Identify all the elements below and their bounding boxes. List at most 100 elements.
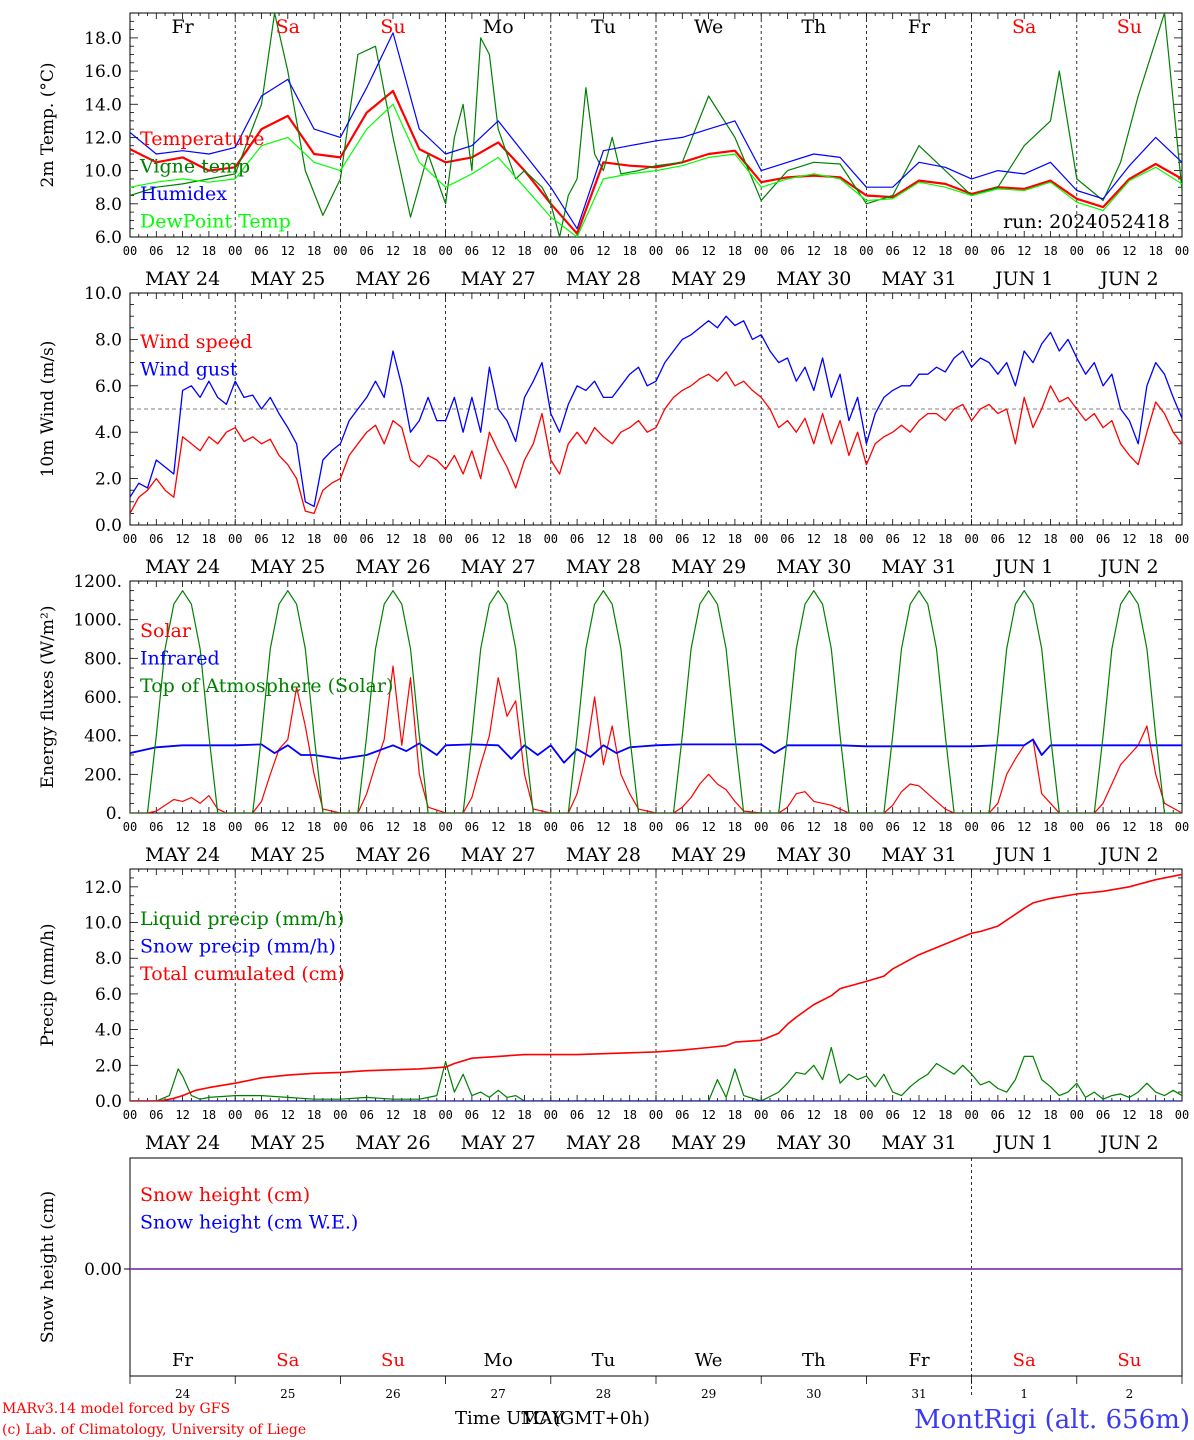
date-label: MAY 29 <box>671 268 746 290</box>
x-tick-label: 12 <box>1122 820 1136 834</box>
date-label: JUN 2 <box>1098 844 1158 866</box>
x-axis-month: MAY <box>521 1408 565 1429</box>
x-tick-label: 00 <box>228 1108 242 1122</box>
x-tick-label: 06 <box>885 1108 899 1122</box>
y-tick-label: 4.0 <box>95 423 122 443</box>
x-tick-label: 06 <box>1096 1108 1110 1122</box>
y-tick-label: 6.0 <box>95 228 122 248</box>
x-tick-label: 00 <box>438 1108 452 1122</box>
legend-entry: Snow height (cm) <box>140 1184 310 1206</box>
x-tick-label: 12 <box>1122 244 1136 258</box>
date-label: JUN 1 <box>993 268 1053 290</box>
x-tick-label: 12 <box>807 244 821 258</box>
series-line-total-cumulated-cm <box>130 873 1182 1101</box>
series-line-top-of-atmosphere-solar <box>130 590 1182 813</box>
x-tick-label: 00 <box>964 1108 978 1122</box>
series-line-wind-speed <box>130 371 1182 515</box>
x-tick-label: 12 <box>701 1108 715 1122</box>
x-tick-label: 18 <box>1148 1108 1162 1122</box>
y-tick-label: 200. <box>84 765 122 785</box>
date-label: MAY 25 <box>250 556 325 578</box>
x-tick-label: 18 <box>1043 1108 1057 1122</box>
date-label: MAY 29 <box>671 1132 746 1154</box>
x-tick-label: 12 <box>912 1108 926 1122</box>
x-tick-label: 06 <box>780 532 794 546</box>
x-tick-label: 18 <box>517 1108 531 1122</box>
date-label: MAY 25 <box>250 844 325 866</box>
x-tick-label: 18 <box>1148 532 1162 546</box>
y-tick-label: 1000. <box>73 611 122 631</box>
x-tick-label: 18 <box>517 244 531 258</box>
panel-3: 00 06 12 18 00 06 12 18 00 06 12 18 00 06 12 18 00 06 12 18… <box>38 572 1189 866</box>
y-tick-label: 14.0 <box>84 95 122 115</box>
x-tick-label: 00 <box>754 1108 768 1122</box>
date-label: MAY 28 <box>566 844 641 866</box>
date-label: JUN 2 <box>1098 556 1158 578</box>
date-label: JUN 2 <box>1098 268 1158 290</box>
bottom-day-label: Su <box>1117 1350 1141 1371</box>
date-label: JUN 2 <box>1098 1132 1158 1154</box>
legend-entry: Snow precip (mm/h) <box>140 936 336 958</box>
legend-entry: DewPoint Temp <box>140 211 291 233</box>
series-line-temperature <box>130 89 1182 235</box>
x-tick-label: 06 <box>254 532 268 546</box>
y-tick-label: 1200. <box>73 572 122 592</box>
series-group <box>130 13 1182 237</box>
x-tick-label: 00 <box>544 532 558 546</box>
x-tick-label: 18 <box>517 532 531 546</box>
y-axis-label: Energy fluxes (W/m²) <box>38 606 58 789</box>
y-tick-label: 12.0 <box>84 128 122 148</box>
bottom-date-number: 27 <box>491 1387 506 1401</box>
x-tick-label: 00 <box>754 532 768 546</box>
x-tick-label: 06 <box>254 820 268 834</box>
x-tick-label: 12 <box>596 820 610 834</box>
date-label: MAY 30 <box>776 556 851 578</box>
date-label: MAY 29 <box>671 844 746 866</box>
bottom-date-number: 29 <box>701 1387 716 1401</box>
y-tick-label: 2.0 <box>95 1056 122 1076</box>
x-tick-label: 06 <box>675 244 689 258</box>
y-tick-label: 600. <box>84 688 122 708</box>
series-line-solar <box>130 665 1182 813</box>
day-label: Su <box>380 16 405 38</box>
legend-entry: Solar <box>140 620 192 642</box>
y-axis-label: 2m Temp. (°C) <box>38 62 58 187</box>
x-tick-label: 00 <box>649 244 663 258</box>
x-tick-label: 12 <box>596 532 610 546</box>
x-tick-label: 06 <box>885 820 899 834</box>
date-label: MAY 26 <box>355 1132 430 1154</box>
x-tick-label: 00 <box>123 1108 137 1122</box>
x-tick-label: 06 <box>149 1108 163 1122</box>
x-tick-label: 12 <box>491 244 505 258</box>
date-label: MAY 24 <box>145 844 220 866</box>
bottom-day-label: We <box>695 1350 723 1371</box>
legend-entry: Wind speed <box>140 331 252 353</box>
x-tick-label: 00 <box>123 820 137 834</box>
day-label: Tu <box>591 16 616 38</box>
x-tick-label: 18 <box>938 244 952 258</box>
bottom-day-label: Th <box>802 1350 826 1371</box>
bottom-date-number: 25 <box>280 1387 295 1401</box>
y-tick-label: 2.0 <box>95 470 122 490</box>
x-tick-label: 06 <box>254 1108 268 1122</box>
day-label: Th <box>801 16 826 38</box>
x-tick-label: 12 <box>912 820 926 834</box>
x-tick-label: 00 <box>438 820 452 834</box>
x-tick-label: 00 <box>859 820 873 834</box>
date-label: MAY 26 <box>355 844 430 866</box>
x-tick-label: 06 <box>359 820 373 834</box>
day-label: Su <box>1117 16 1142 38</box>
date-label: MAY 30 <box>776 844 851 866</box>
x-tick-label: 06 <box>780 1108 794 1122</box>
x-tick-label: 00 <box>438 244 452 258</box>
date-label: MAY 31 <box>881 268 956 290</box>
x-tick-label: 00 <box>333 532 347 546</box>
y-axis-label: 10m Wind (m/s) <box>38 341 58 478</box>
date-label: MAY 24 <box>145 1132 220 1154</box>
x-tick-label: 18 <box>517 820 531 834</box>
date-label: MAY 26 <box>355 268 430 290</box>
run-label: run: 2024052418 <box>1003 211 1170 233</box>
bottom-date-number: 24 <box>175 1387 191 1401</box>
x-tick-label: 06 <box>570 532 584 546</box>
x-tick-label: 06 <box>885 244 899 258</box>
